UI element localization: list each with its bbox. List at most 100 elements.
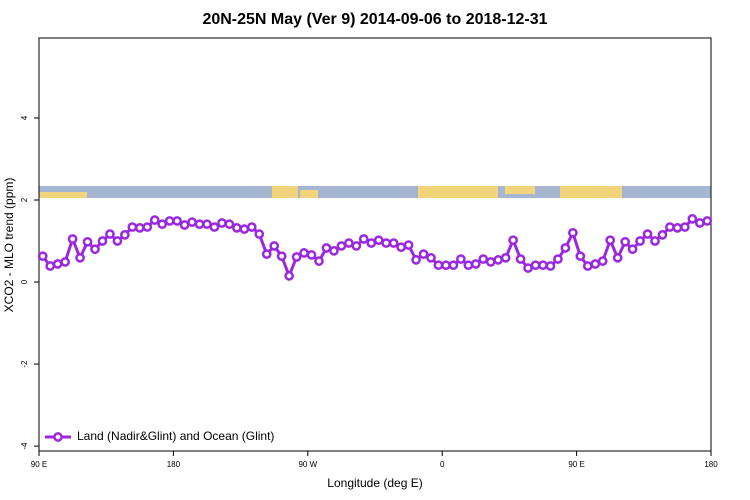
data-point — [403, 240, 414, 250]
data-point — [418, 249, 429, 259]
data-point — [605, 235, 616, 246]
data-point — [597, 256, 608, 266]
data-point — [224, 219, 235, 230]
data-point — [306, 250, 317, 260]
x-tick-label: 90 W — [298, 460, 317, 469]
data-point — [665, 222, 675, 232]
data-point — [530, 260, 541, 271]
data-point — [179, 220, 190, 230]
data-point — [351, 241, 362, 251]
data-point — [172, 216, 182, 226]
data-point — [538, 260, 548, 271]
chart-title: 20N-25N May (Ver 9) 2014-09-06 to 2018-1… — [202, 11, 547, 28]
data-point — [45, 261, 56, 271]
data-point — [426, 252, 436, 263]
y-tick-label: 4 — [20, 115, 29, 120]
data-point — [291, 252, 302, 262]
data-point — [582, 261, 593, 271]
data-point — [217, 218, 227, 228]
data-point — [209, 222, 220, 232]
data-point — [433, 260, 444, 271]
data-point — [694, 218, 705, 228]
data-point — [381, 238, 392, 248]
data-point — [276, 251, 287, 262]
data-point — [515, 254, 526, 264]
data-point — [187, 217, 197, 227]
y-tick-label: 2 — [20, 197, 29, 202]
data-point — [90, 244, 100, 255]
data-point — [37, 251, 48, 262]
data-point — [194, 219, 205, 230]
data-point — [620, 236, 630, 247]
data-point — [523, 263, 533, 273]
map-strip — [39, 186, 711, 198]
data-point — [284, 271, 294, 281]
data-point — [60, 257, 70, 267]
data-point — [329, 246, 339, 256]
plot-frame — [38, 37, 712, 452]
data-point — [75, 252, 85, 263]
data-point — [254, 229, 265, 239]
data-point — [232, 223, 242, 233]
data-point — [650, 236, 660, 246]
data-point — [687, 214, 698, 224]
data-point — [575, 251, 586, 262]
data-point — [299, 248, 309, 258]
data-point — [657, 230, 668, 240]
data-point — [553, 254, 563, 264]
data-point — [246, 222, 257, 232]
data-point — [485, 257, 496, 267]
data-point — [545, 261, 556, 271]
data-point — [105, 229, 115, 239]
data-point — [239, 224, 250, 234]
y-axis-label: XCO2 - MLO trend (ppm) — [2, 178, 16, 313]
data-point — [396, 242, 406, 253]
y-tick-label: -4 — [20, 442, 29, 450]
data-point — [358, 234, 369, 244]
data-point — [336, 241, 347, 251]
y-tick-label: -2 — [20, 360, 29, 368]
data-point — [680, 222, 690, 232]
data-point — [612, 252, 623, 263]
data-point — [344, 238, 354, 248]
data-point — [314, 256, 324, 266]
data-point — [269, 241, 280, 251]
data-point — [388, 238, 399, 248]
data-point — [493, 255, 504, 265]
data-point — [366, 238, 377, 248]
data-point — [127, 222, 138, 232]
data-point — [672, 223, 683, 233]
data-point — [120, 230, 130, 240]
data-point — [463, 260, 474, 271]
data-point — [456, 254, 466, 264]
data-point — [82, 236, 93, 247]
x-tick-label: 180 — [167, 460, 181, 469]
data-point — [157, 219, 168, 230]
data-point — [411, 255, 421, 265]
x-tick-label: 90 E — [31, 460, 47, 469]
data-point — [112, 236, 123, 246]
legend-marker — [53, 432, 63, 442]
data-point — [261, 249, 272, 259]
data-point — [702, 216, 713, 226]
data-point — [164, 216, 175, 226]
x-tick-label: 180 — [704, 460, 718, 469]
data-point — [590, 259, 601, 269]
data-point — [448, 260, 459, 271]
data-point — [134, 223, 145, 233]
data-point — [441, 260, 451, 271]
data-point — [568, 227, 578, 238]
data-point — [149, 215, 160, 225]
data-point — [560, 243, 571, 253]
data-point — [373, 235, 384, 246]
x-tick-label: 0 — [440, 460, 445, 469]
data-point — [635, 236, 645, 246]
data-point — [202, 219, 212, 230]
data-point — [67, 234, 78, 244]
data-point — [478, 254, 489, 264]
data-point — [97, 236, 108, 246]
x-axis-label: Longitude (deg E) — [327, 476, 422, 490]
data-point — [321, 243, 332, 253]
y-tick-label: 0 — [20, 279, 29, 284]
